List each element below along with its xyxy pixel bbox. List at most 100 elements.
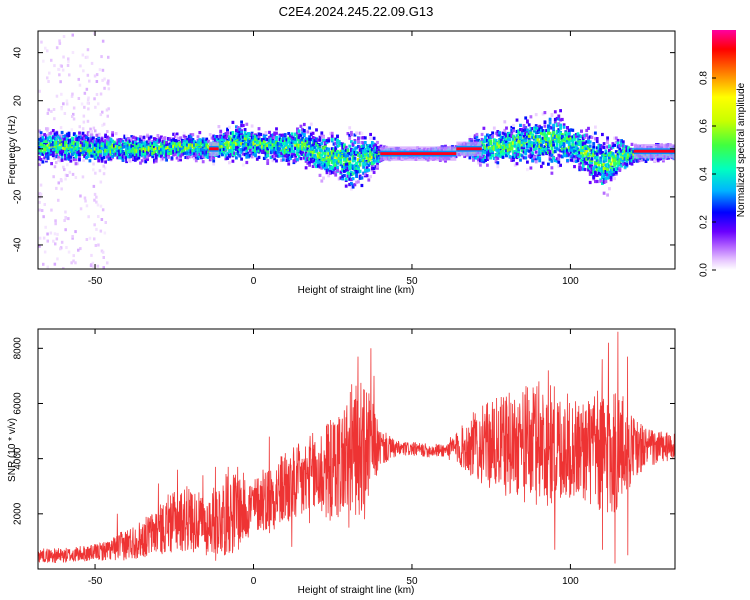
spectrogram-cell (125, 157, 128, 161)
spectrogram-cell (275, 159, 278, 163)
spectrogram-cell (116, 154, 120, 158)
spectrogram-cell (83, 137, 87, 141)
spectrogram-cell (235, 146, 238, 150)
spectrogram-cell (320, 164, 324, 168)
spectrogram-cell (499, 154, 503, 158)
spectrogram-cell (299, 133, 303, 137)
spectrogram-cell (332, 154, 336, 158)
spectrogram-cell (268, 135, 271, 140)
spectrogram-cell (369, 175, 372, 179)
spectrogram-cell (533, 144, 536, 148)
spectrogram-cell (505, 142, 508, 147)
spectrogram-cell (550, 137, 554, 141)
spectrogram-cell (503, 136, 507, 140)
spectrogram-cell (167, 143, 170, 147)
spectrogram-cell (103, 166, 107, 170)
spectrogram-cell (550, 171, 554, 175)
spectrogram-cell (548, 157, 552, 161)
spectrogram-cell (348, 159, 352, 164)
spectrogram-cell (180, 146, 184, 150)
spectrogram-cell (313, 145, 317, 150)
spectrogram-cell (362, 165, 365, 169)
spectrogram-cell (355, 171, 358, 175)
spectrogram-cell (311, 164, 315, 168)
spectrogram-cell (512, 129, 515, 133)
spectrogram-cell (235, 151, 238, 155)
spectrogram-cell (323, 152, 327, 156)
spectrogram-cell (39, 131, 43, 135)
spectrogram-cell (363, 172, 367, 177)
spectrogram-cell (62, 102, 65, 106)
spectrogram-cell (82, 120, 86, 124)
spectrogram-cell (508, 137, 512, 142)
spectrogram-cell (547, 125, 550, 129)
spectrogram-cell (229, 145, 233, 150)
spectrogram-cell (294, 141, 297, 145)
spectrogram-cell (90, 154, 94, 158)
spectrogram-cell (94, 244, 98, 247)
spectrogram-cell (353, 152, 357, 156)
spectrogram-cell (534, 131, 538, 135)
spectrogram-cell (172, 132, 175, 136)
spectrogram-cell (323, 155, 327, 159)
spectrogram-cell (262, 134, 266, 138)
spectrogram-cell (323, 142, 327, 146)
spectrogram-cell (529, 131, 533, 135)
spectrogram-cell (365, 149, 369, 153)
spectrogram-cell (48, 135, 52, 139)
spectrogram-cell (41, 140, 45, 144)
spectrogram-cell (503, 141, 507, 145)
spectrogram-cell (86, 154, 90, 159)
spectrogram-cell (360, 148, 364, 153)
spectrogram-cell (325, 161, 329, 165)
spectrogram-cell (543, 130, 547, 134)
spectrogram-cell (93, 140, 97, 144)
spectrogram-cell (519, 123, 522, 127)
spectrogram-cell (357, 157, 360, 162)
spectrogram-cell (486, 157, 489, 161)
spectrogram-cell (170, 145, 174, 149)
spectrogram-cell (248, 142, 252, 146)
spectrogram-cell (350, 187, 353, 191)
spectrogram-cell (93, 223, 96, 227)
spectrogram-cell (229, 152, 233, 157)
spectrogram-cell (71, 92, 74, 96)
spectrogram-cell (45, 135, 48, 140)
spectrogram-cell (294, 156, 297, 160)
spectrogram-cell (254, 139, 257, 143)
spectrogram-cell (106, 152, 109, 156)
spectrogram-cell (76, 150, 80, 154)
spectrogram-cell (226, 151, 229, 155)
spectrogram-cell (222, 144, 226, 148)
spectrogram-cell (262, 137, 266, 141)
spectrogram-cell (88, 147, 92, 151)
spectrogram-cell (101, 250, 105, 254)
spectrogram-cell (59, 247, 62, 251)
spectrogram-cell (74, 153, 78, 157)
spectrogram-cell (62, 55, 65, 59)
spectrogram-cell (348, 133, 352, 138)
spectrogram-cell (217, 151, 221, 155)
spectrogram-cell (273, 157, 277, 161)
spectrogram-cell (285, 158, 289, 162)
spectrogram-cell (543, 145, 547, 149)
spectrogram-cell (135, 154, 139, 158)
spectrogram-cell (133, 158, 137, 162)
spectrogram-cell (271, 143, 275, 147)
spectrogram-cell (367, 178, 371, 182)
spectrogram-cell (336, 156, 339, 160)
spectrogram-cell (536, 141, 540, 145)
spectrogram-cell (125, 138, 128, 142)
spectrogram-cell (292, 149, 296, 154)
spectrogram-cell (309, 132, 313, 137)
spectrogram-cell (102, 266, 105, 269)
spectrogram-cell (262, 156, 266, 160)
spectrogram-cell (315, 156, 318, 160)
spectrogram-cell (520, 149, 524, 153)
spectrogram-cell (64, 140, 67, 144)
spectrogram-cell (156, 139, 160, 143)
spectrogram-cell (62, 267, 65, 269)
spectrogram-cell (116, 148, 120, 152)
spectrogram-cell (46, 136, 50, 140)
spectrogram-cell (491, 131, 494, 135)
